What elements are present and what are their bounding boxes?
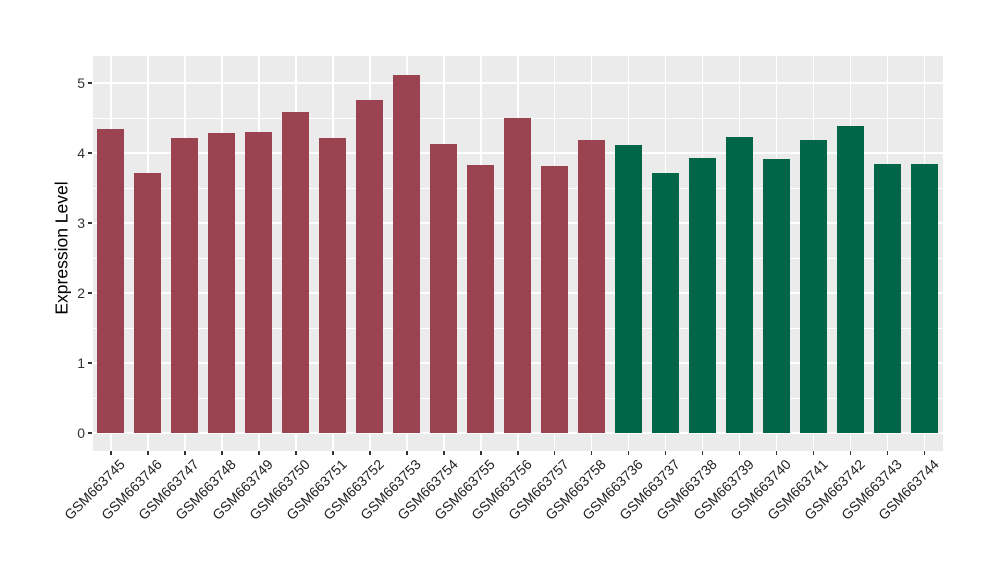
x-tick-mark [406,450,408,455]
bar-GSM663736 [615,144,643,433]
bar-GSM663739 [726,136,754,433]
bar-GSM663742 [837,125,865,433]
x-tick-mark [480,450,482,455]
plot-panel [92,56,943,451]
y-tick-mark [87,152,92,154]
bar-GSM663749 [245,132,273,433]
x-tick-mark [849,450,852,455]
bar-GSM663753 [393,74,421,433]
bar-GSM663737 [652,173,680,433]
bar-GSM663757 [541,165,569,433]
bar-GSM663748 [208,132,236,433]
x-tick-mark [221,450,223,455]
x-tick-mark [443,450,445,455]
x-tick-mark [738,450,741,455]
x-tick-mark [886,450,889,455]
y-tick-label: 0 [77,425,85,441]
x-tick-mark [295,450,297,455]
x-tick-mark [332,450,334,455]
y-tick-mark [87,432,92,434]
bar-GSM663756 [504,118,532,433]
y-tick-label: 3 [77,215,85,231]
bar-GSM663745 [97,128,125,433]
x-tick-mark [664,450,667,455]
bar-GSM663741 [800,139,828,433]
x-tick-mark [775,450,778,455]
x-tick-mark [590,450,593,455]
x-tick-mark [812,450,815,455]
bar-GSM663758 [578,139,606,433]
y-tick-label: 4 [77,145,85,161]
x-tick-mark [517,450,519,455]
x-tick-mark [147,450,149,455]
bar-GSM663754 [430,143,458,433]
y-tick-mark [87,222,92,224]
bar-GSM663755 [467,164,495,433]
y-tick-label: 2 [77,285,85,301]
y-tick-mark [87,292,92,294]
y-tick-label: 1 [77,355,85,371]
bar-GSM663747 [171,137,199,433]
y-tick-mark [87,82,92,84]
bar-GSM663751 [319,137,347,433]
bar-GSM663750 [282,111,310,433]
x-tick-mark [553,450,556,455]
x-tick-mark [369,450,371,455]
bar-GSM663752 [356,99,384,433]
x-tick-mark [184,450,186,455]
x-tick-mark [258,450,260,455]
bar-GSM663738 [689,157,717,433]
bar-GSM663744 [911,163,938,433]
x-tick-mark [110,450,112,455]
x-tick-mark [923,450,926,455]
bar-GSM663746 [134,172,162,433]
y-tick-mark [87,362,92,364]
x-tick-mark [701,450,704,455]
bar-GSM663743 [874,163,902,433]
x-tick-mark [627,450,630,455]
bar-GSM663740 [763,159,791,433]
y-tick-label: 5 [77,75,85,91]
